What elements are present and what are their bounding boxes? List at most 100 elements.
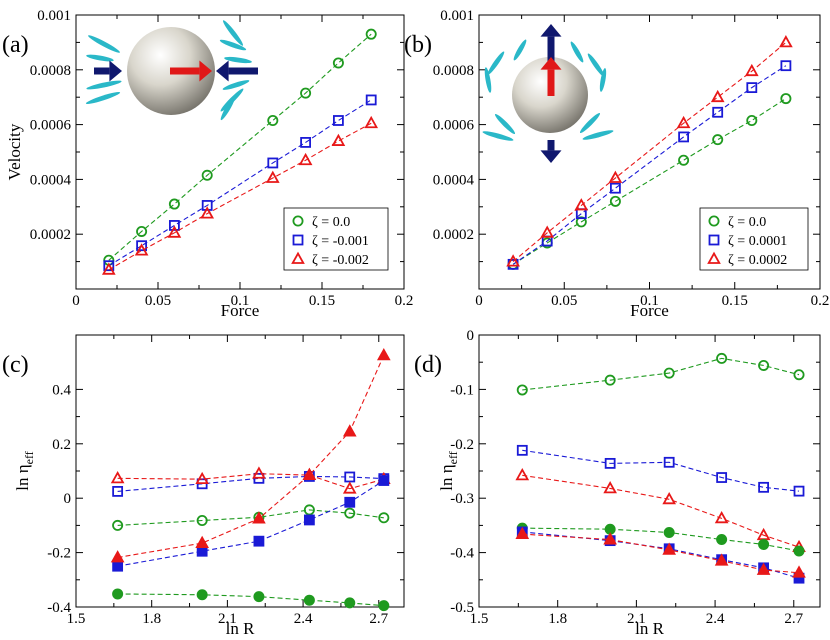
- data-point: [792, 565, 806, 578]
- data-point: [332, 57, 344, 69]
- data-point: [378, 512, 390, 524]
- y-tick-label: 0.0006: [433, 118, 475, 134]
- x-tick-label: 0.05: [551, 293, 577, 309]
- data-point: [604, 374, 616, 386]
- data-point: [252, 466, 266, 479]
- force-arrow-up-head: [540, 24, 562, 37]
- data-point: [608, 170, 623, 183]
- liquid-crystal-rod: [587, 53, 605, 77]
- x-tick-label: 0.05: [145, 293, 171, 309]
- data-point: [342, 481, 357, 494]
- data-point: [267, 114, 279, 126]
- data-point: [516, 444, 528, 456]
- series-line: [117, 473, 384, 490]
- data-point: [378, 600, 390, 612]
- data-point: [332, 115, 344, 126]
- force-arrow-down-head: [540, 150, 562, 163]
- data-point: [378, 475, 390, 486]
- data-point: [267, 157, 279, 169]
- panel-label: (d): [414, 352, 442, 378]
- data-point: [758, 538, 770, 550]
- legend: ζ = 0.0 ζ = -0.001 ζ = -0.002: [283, 207, 389, 271]
- data-point: [344, 496, 356, 508]
- data-point: [101, 262, 116, 275]
- data-point: [344, 597, 356, 609]
- data-point: [516, 384, 528, 396]
- y-tick-label: 0.0002: [30, 227, 71, 243]
- y-tick-label: 0.0004: [30, 172, 72, 188]
- panels: 0 0.05 0.1 0.15 0.2 0.0002 0.0004 0.0006 0.0008 0…: [2, 8, 829, 638]
- panel-c: 1.5 1.8 2.1 2.4 2.7 -0.4 -0.2 0 0.2 0.4 ln R ln ηef…: [2, 334, 405, 638]
- data-point: [112, 485, 124, 497]
- series-red-triangle-filled: [110, 348, 391, 563]
- data-point: [678, 154, 690, 166]
- data-point: [746, 114, 758, 126]
- legend-marker: [707, 251, 721, 264]
- x-tick-label: 2.4: [294, 611, 313, 627]
- data-point: [342, 424, 357, 437]
- series-line: [117, 355, 385, 559]
- data-point: [540, 225, 555, 238]
- panel-a: 0 0.05 0.1 0.15 0.2 0.0002 0.0004 0.0006 0.0008 0…: [2, 8, 413, 320]
- series-line: [117, 475, 384, 492]
- data-point: [714, 553, 729, 566]
- data-point: [201, 169, 213, 181]
- panel-b: 0 0.05 0.1 0.15 0.2 0.0002 0.0004 0.0006 0.0008 0…: [404, 8, 829, 320]
- data-point: [793, 485, 805, 497]
- data-point: [196, 515, 208, 527]
- y-tick-label: 0.0008: [433, 63, 474, 79]
- series-line: [117, 509, 384, 526]
- data-point: [112, 588, 124, 600]
- y-tick-label: -0.5: [450, 600, 474, 616]
- x-tick-label: 0.15: [309, 293, 335, 309]
- liquid-crystal-rod: [86, 80, 122, 90]
- x-tick-label: 1.8: [142, 611, 161, 627]
- liquid-crystal-rod: [494, 113, 516, 135]
- data-point: [610, 182, 621, 194]
- data-point: [136, 225, 148, 237]
- series-blue-square: [516, 444, 805, 497]
- data-point: [376, 348, 391, 361]
- y-tick-label: -0.2: [47, 546, 71, 562]
- x-tick-label: 1.5: [470, 611, 489, 627]
- series-line: [108, 33, 372, 261]
- data-point: [662, 542, 677, 555]
- legend-marker: [708, 215, 720, 227]
- x-axis-label: ln R: [635, 619, 664, 638]
- legend-marker: [292, 215, 304, 227]
- data-point: [331, 133, 346, 146]
- data-point: [604, 457, 616, 469]
- data-point: [676, 115, 691, 129]
- data-point: [136, 240, 148, 252]
- data-point: [758, 481, 770, 493]
- x-tick-label: 2.1: [218, 611, 237, 627]
- data-point: [300, 137, 312, 148]
- series-green-circle-filled: [112, 588, 390, 612]
- liquid-crystal-rod: [219, 39, 247, 51]
- liquid-crystal-rod: [222, 80, 250, 90]
- series-line: [512, 98, 787, 265]
- data-point: [344, 507, 356, 519]
- y-tick-label: -0.3: [450, 491, 474, 507]
- data-point: [574, 198, 589, 211]
- y-tick-label: 0.001: [440, 8, 474, 24]
- series-red-triangle: [101, 115, 379, 275]
- data-point: [167, 225, 182, 238]
- x-tick-label: 2.7: [784, 611, 803, 627]
- series-line: [117, 480, 385, 567]
- velocity-arrow-head: [540, 57, 562, 70]
- data-point: [365, 28, 377, 40]
- data-point: [200, 206, 215, 219]
- data-point: [609, 195, 621, 207]
- plot-frame: [75, 334, 405, 608]
- series-line: [522, 533, 800, 574]
- liquid-crystal-rod: [88, 35, 120, 53]
- data-point: [303, 594, 315, 606]
- liquid-crystal-rod: [582, 130, 614, 140]
- legend-entry: ζ = 0.0: [728, 215, 766, 230]
- data-point: [134, 243, 149, 256]
- data-point: [302, 467, 317, 480]
- data-point: [515, 468, 530, 481]
- y-tick-label: 0.2: [52, 437, 71, 453]
- liquid-crystal-rod: [224, 56, 252, 64]
